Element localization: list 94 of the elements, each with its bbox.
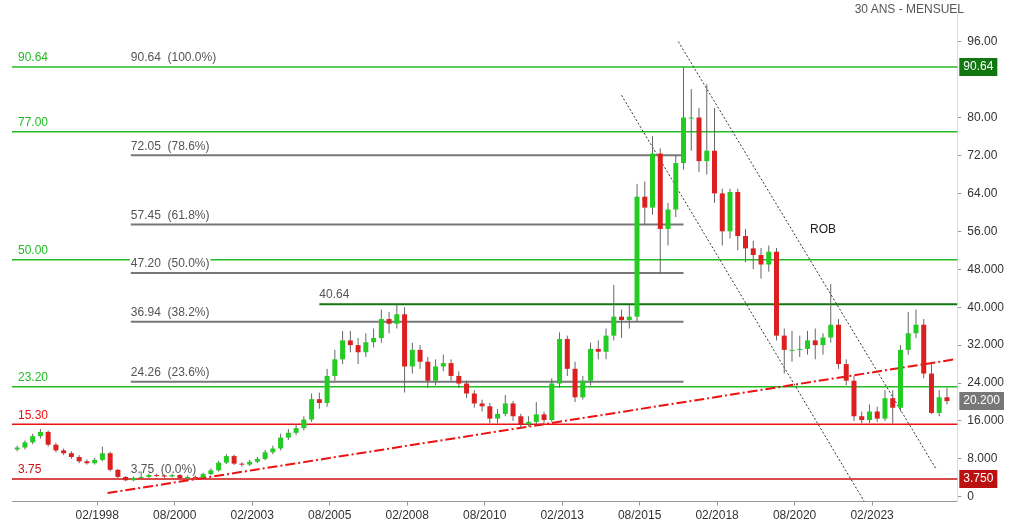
y-tick-label: 8.000 [967,451,998,466]
candlestick [580,375,586,401]
candlestick [743,228,749,263]
candlestick [355,337,361,365]
candlestick [293,423,299,436]
x-tick-label: 02/2003 [230,508,275,523]
annotation: 57.45 (61.8%) [130,207,210,222]
y-tick-label: 80.00 [967,109,998,124]
candlestick [781,328,787,375]
annotation: 3.750 [963,471,994,486]
candlestick [944,387,950,405]
candlestick [905,311,911,356]
y-tick-label: 0 [967,489,975,504]
candlestick [146,473,152,479]
candlestick [603,328,609,360]
chart-subtitle: 30 ANS - MENSUEL [854,2,964,16]
x-tick-label: 02/1998 [75,508,120,523]
candlestick [595,339,601,360]
candlestick [309,392,315,423]
x-tick-label: 02/2013 [540,508,585,523]
candlestick [828,283,834,344]
candlestick [347,330,353,353]
ref-line-label: 50.00 [18,243,49,258]
candlestick [789,330,795,363]
candlestick [332,349,338,382]
y-tick-label: 64.00 [967,185,998,200]
annotation: 24.26 (23.6%) [130,365,210,380]
annotation: 90.64 [963,59,994,74]
y-tick-label: 48.000 [967,261,1005,276]
annotation: 72.05 (78.6%) [130,138,210,153]
y-tick-label: 16.000 [967,413,1005,428]
y-tick-label: 32.000 [967,337,1005,352]
annotation: 3.75 (0.0%) [130,462,197,477]
annotation: 36.94 (38.2%) [130,305,210,320]
series-label: ROB [810,222,837,237]
candlestick [805,330,810,356]
candlestick [758,247,764,280]
candlestick [890,389,896,424]
candlestick [371,328,377,348]
x-tick-label: 02/2018 [695,508,740,523]
candlestick [704,83,710,175]
candlestick [820,332,826,356]
candlestick [866,403,872,424]
candlestick [417,344,423,370]
annotation: 90.64 (100.0%) [130,50,217,65]
x-tick-label: 08/2005 [307,508,352,523]
x-tick-label: 02/2008 [385,508,430,523]
candlestick [611,284,617,341]
candlestick [766,245,772,273]
annotation: 47.20 (50.0%) [130,256,210,271]
candlestick [843,358,849,386]
candlestick [479,399,485,413]
x-tick-label: 02/2023 [850,508,895,523]
y-tick-label: 96.00 [967,33,998,48]
ref-line-label: 90.64 [18,50,49,65]
candlestick [533,401,539,426]
candlestick [510,400,516,422]
candlestick [936,389,942,417]
ref-line-label: 77.00 [18,115,49,130]
ref-line-label: 3.75 [18,462,42,477]
candlestick [665,202,671,247]
candlestick [913,309,919,339]
y-tick-label: 72.00 [967,147,998,162]
x-tick-label: 08/2020 [772,508,817,523]
candlestick [688,88,694,152]
ref-line-label: 23.20 [18,370,49,385]
candlestick [487,402,493,424]
candlestick [882,389,888,422]
candlestick [409,342,415,375]
candlestick [502,394,508,417]
y-tick-label: 56.00 [967,223,998,238]
candlestick [812,328,818,360]
y-tick-label: 24.000 [967,375,1005,390]
candlestick [642,181,648,225]
candlestick [378,309,384,344]
annotation: 40.64 [319,287,350,302]
candlestick [425,356,431,389]
candlestick [433,358,439,386]
candlestick [107,451,113,472]
candlestick [394,303,400,330]
x-tick-label: 08/2015 [617,508,662,523]
y-tick-label: 40.000 [967,299,1005,314]
candlestick [750,240,756,270]
ref-line-label: 15.30 [18,407,49,422]
candlestick [340,330,346,365]
candlestick [386,311,392,334]
candlestick [84,458,90,466]
x-tick-label: 08/2000 [153,508,197,523]
annotation: 20.200 [963,393,1001,408]
candlestick [797,335,803,358]
candlestick [363,332,369,358]
candlestick [448,358,454,382]
x-tick-label: 08/2010 [462,508,507,523]
candlestick [239,461,245,468]
